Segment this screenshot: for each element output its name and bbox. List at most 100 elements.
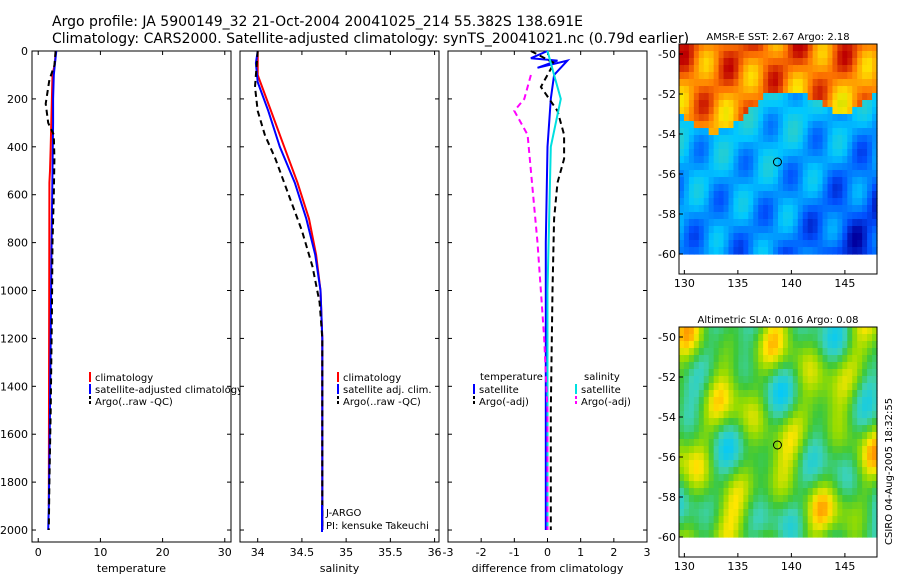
- map-cell: [733, 460, 739, 468]
- map-cell: [842, 86, 848, 94]
- map-cell: [782, 439, 789, 447]
- y-tick-label: 400: [7, 141, 28, 154]
- float-position-marker: [772, 157, 782, 167]
- map-cell: [713, 93, 720, 101]
- map-cell: [797, 79, 804, 87]
- map-cell: [827, 86, 834, 94]
- map-cell: [862, 376, 868, 384]
- map-cell: [832, 86, 838, 94]
- map-cell: [708, 163, 715, 171]
- map-cell: [857, 184, 863, 192]
- map-cell: [763, 107, 769, 115]
- map-cell: [837, 516, 843, 524]
- map-cell: [827, 100, 834, 108]
- map-cell: [683, 488, 690, 496]
- series-line-3: [546, 50, 562, 530]
- map-cell: [738, 114, 744, 122]
- map-cell: [817, 390, 824, 398]
- map-cell: [713, 51, 720, 59]
- map-cell: [773, 58, 779, 66]
- map-cell: [812, 100, 819, 108]
- map-cell: [718, 240, 725, 248]
- map-cell: [787, 247, 794, 255]
- x-tick-label: 34: [251, 546, 265, 559]
- x-tick-label: -1: [509, 546, 520, 559]
- map-cell: [837, 156, 843, 164]
- map-cell: [703, 79, 710, 87]
- map-cell: [713, 502, 720, 510]
- map-cell: [713, 44, 720, 52]
- map-cell: [683, 446, 690, 454]
- map-cell: [817, 198, 824, 206]
- map-cell: [768, 523, 774, 531]
- map-cell: [802, 355, 809, 363]
- map-cell: [807, 432, 814, 440]
- map-cell: [867, 355, 873, 363]
- map-cell: [723, 58, 730, 66]
- map-cell: [688, 128, 695, 136]
- map-cell: [827, 453, 834, 461]
- map-cell: [842, 474, 848, 482]
- map-cell: [797, 205, 804, 213]
- map-cell: [718, 163, 725, 171]
- map-cell: [782, 135, 789, 143]
- map-cell: [708, 376, 715, 384]
- x-tick-label: 10: [93, 546, 107, 559]
- map-cell: [797, 432, 804, 440]
- map-cell: [728, 226, 735, 234]
- map-cell: [768, 100, 774, 108]
- map-cell: [857, 170, 863, 178]
- map-cell: [802, 446, 809, 454]
- map-cell: [703, 341, 710, 349]
- map-cell: [862, 86, 868, 94]
- map-cell: [768, 348, 774, 356]
- map-cell: [842, 411, 848, 419]
- map-cell: [679, 100, 685, 108]
- map-cell: [723, 481, 730, 489]
- map-cell: [807, 114, 814, 122]
- map-cell: [842, 334, 848, 342]
- map-cell: [758, 191, 764, 199]
- map-cell: [812, 58, 819, 66]
- x-tick-label: 34.5: [290, 546, 315, 559]
- map-cell: [872, 135, 878, 143]
- map-cell: [837, 327, 843, 335]
- map-cell: [718, 149, 725, 157]
- map-cell: [862, 51, 868, 59]
- map-cell: [792, 509, 799, 517]
- map-cell: [802, 488, 809, 496]
- map-cell: [827, 502, 834, 510]
- map-cell: [867, 184, 873, 192]
- map-cell: [708, 79, 715, 87]
- map-cell: [698, 240, 705, 248]
- map-cell: [807, 355, 814, 363]
- map-cell: [857, 240, 863, 248]
- map-cell: [867, 411, 873, 419]
- map-cell: [688, 439, 695, 447]
- map-cell: [782, 348, 789, 356]
- map-cell: [718, 390, 725, 398]
- map-cell: [852, 177, 858, 185]
- map-cell: [802, 233, 809, 241]
- map-cell: [763, 418, 769, 426]
- map-cell: [862, 348, 868, 356]
- map-cell: [807, 58, 814, 66]
- map-cell: [792, 362, 799, 370]
- map-cell: [862, 481, 868, 489]
- map-cell: [679, 530, 685, 538]
- map-cell: [812, 369, 819, 377]
- map-cell: [683, 334, 690, 342]
- map-cell: [802, 198, 809, 206]
- map-cell: [773, 135, 779, 143]
- map-cell: [758, 530, 764, 538]
- map-cell: [827, 425, 834, 433]
- map-cell: [683, 460, 690, 468]
- map-cell: [763, 467, 769, 475]
- map-cell: [778, 184, 784, 192]
- map-cell: [723, 128, 730, 136]
- map-cell: [872, 51, 878, 59]
- map-cell: [832, 327, 838, 335]
- map-cell: [773, 100, 779, 108]
- map-cell: [812, 177, 819, 185]
- map-cell: [778, 100, 784, 108]
